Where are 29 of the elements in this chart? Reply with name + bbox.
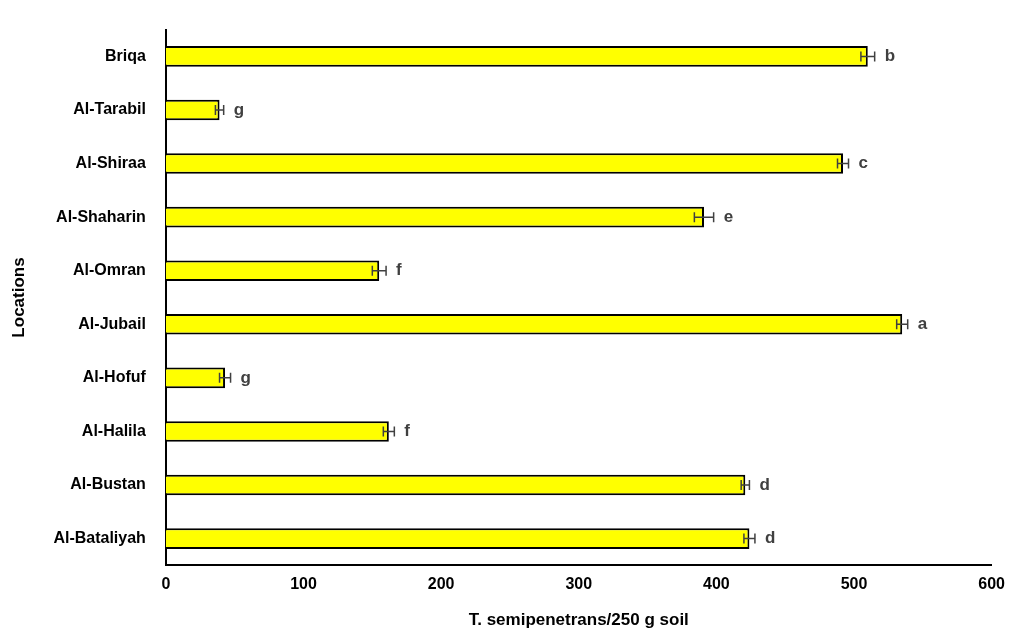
x-axis-title: T. semipenetrans/250 g soil: [468, 610, 689, 630]
annotation: a: [917, 313, 928, 333]
y-tick-label: Briqa: [104, 46, 146, 64]
y-tick-label: Al-Shiraa: [75, 153, 146, 171]
annotation: g: [240, 367, 251, 387]
x-tick-label: 300: [565, 575, 593, 593]
annotation: g: [233, 99, 245, 119]
y-tick-label: Al-Halila: [81, 421, 146, 439]
annotation: b: [884, 46, 896, 66]
x-tick-label: 500: [840, 575, 868, 593]
x-tick-label: 600: [978, 575, 1006, 593]
x-tick-label: 100: [290, 575, 317, 593]
y-tick-label: Al-Tarabil: [73, 100, 146, 118]
y-tick-label: Al-Bustan: [70, 475, 146, 493]
annotation: e: [723, 206, 734, 226]
annotation: f: [396, 260, 403, 280]
x-tick-label: 0: [161, 575, 171, 593]
annotation: d: [764, 528, 776, 548]
y-tick-label: Al-Jubail: [78, 314, 146, 332]
x-tick-label: 400: [703, 575, 730, 593]
annotation: f: [404, 421, 411, 441]
annotation: d: [759, 474, 770, 494]
y-tick-label: Al-Omran: [72, 261, 146, 279]
x-tick-label: 200: [427, 575, 455, 593]
annotation: c: [858, 153, 868, 173]
y-axis-title: Locations: [8, 257, 28, 338]
y-tick-label: Al-Shaharin: [56, 207, 146, 225]
y-tick-label: Al-Hofuf: [82, 368, 147, 386]
y-tick-label: Al-Bataliyah: [53, 529, 146, 547]
